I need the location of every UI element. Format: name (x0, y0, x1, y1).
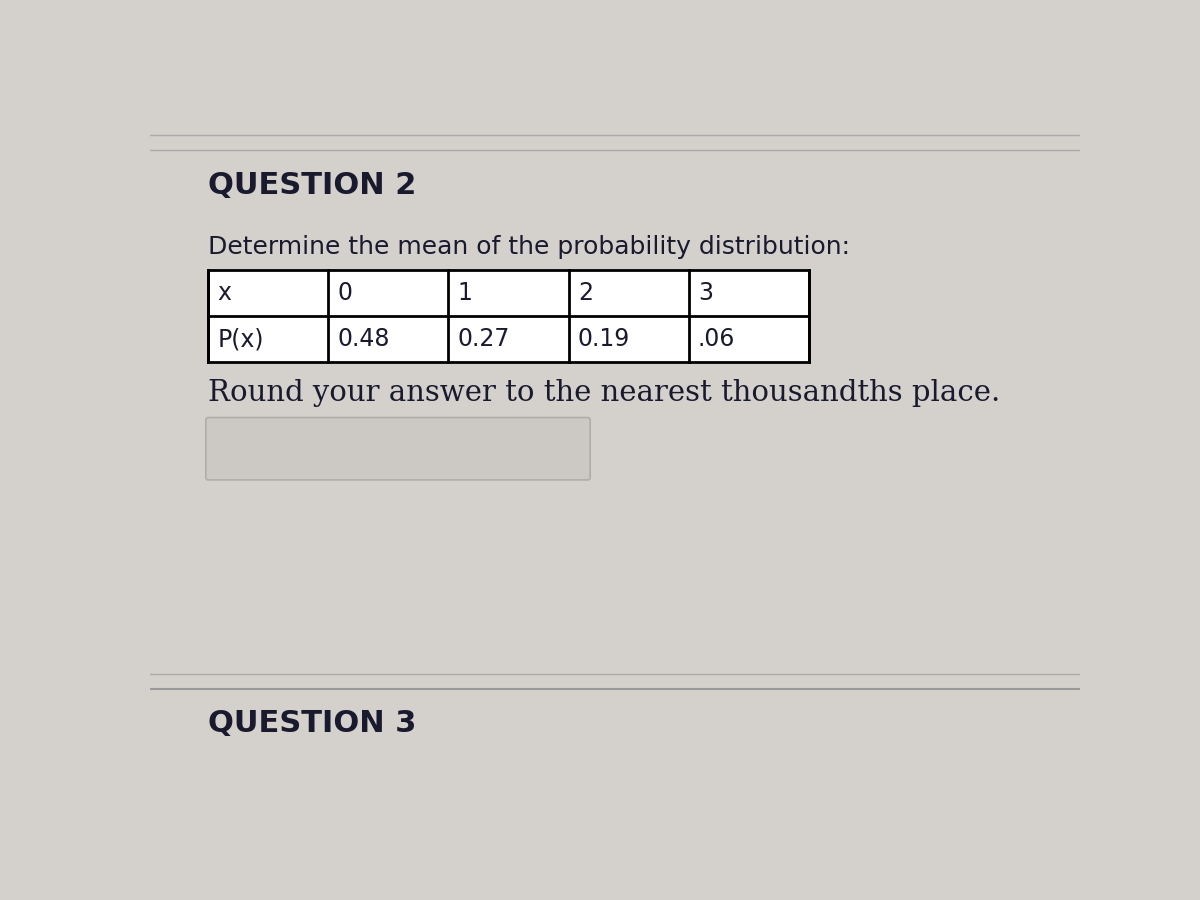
Bar (208, 270, 809, 362)
Text: 1: 1 (457, 281, 473, 305)
Text: .06: .06 (698, 327, 736, 351)
Text: Determine the mean of the probability distribution:: Determine the mean of the probability di… (208, 235, 850, 258)
Text: QUESTION 3: QUESTION 3 (208, 709, 416, 739)
Text: 0.48: 0.48 (337, 327, 390, 351)
Text: 0.19: 0.19 (578, 327, 630, 351)
Text: 3: 3 (698, 281, 713, 305)
Text: 2: 2 (578, 281, 593, 305)
Text: x: x (217, 281, 232, 305)
Bar (208, 270, 809, 362)
Text: 0.27: 0.27 (457, 327, 510, 351)
Text: Round your answer to the nearest thousandths place.: Round your answer to the nearest thousan… (208, 379, 1001, 407)
Text: P(x): P(x) (217, 327, 264, 351)
Text: 0: 0 (337, 281, 353, 305)
Text: QUESTION 2: QUESTION 2 (208, 170, 416, 200)
FancyBboxPatch shape (206, 418, 590, 480)
